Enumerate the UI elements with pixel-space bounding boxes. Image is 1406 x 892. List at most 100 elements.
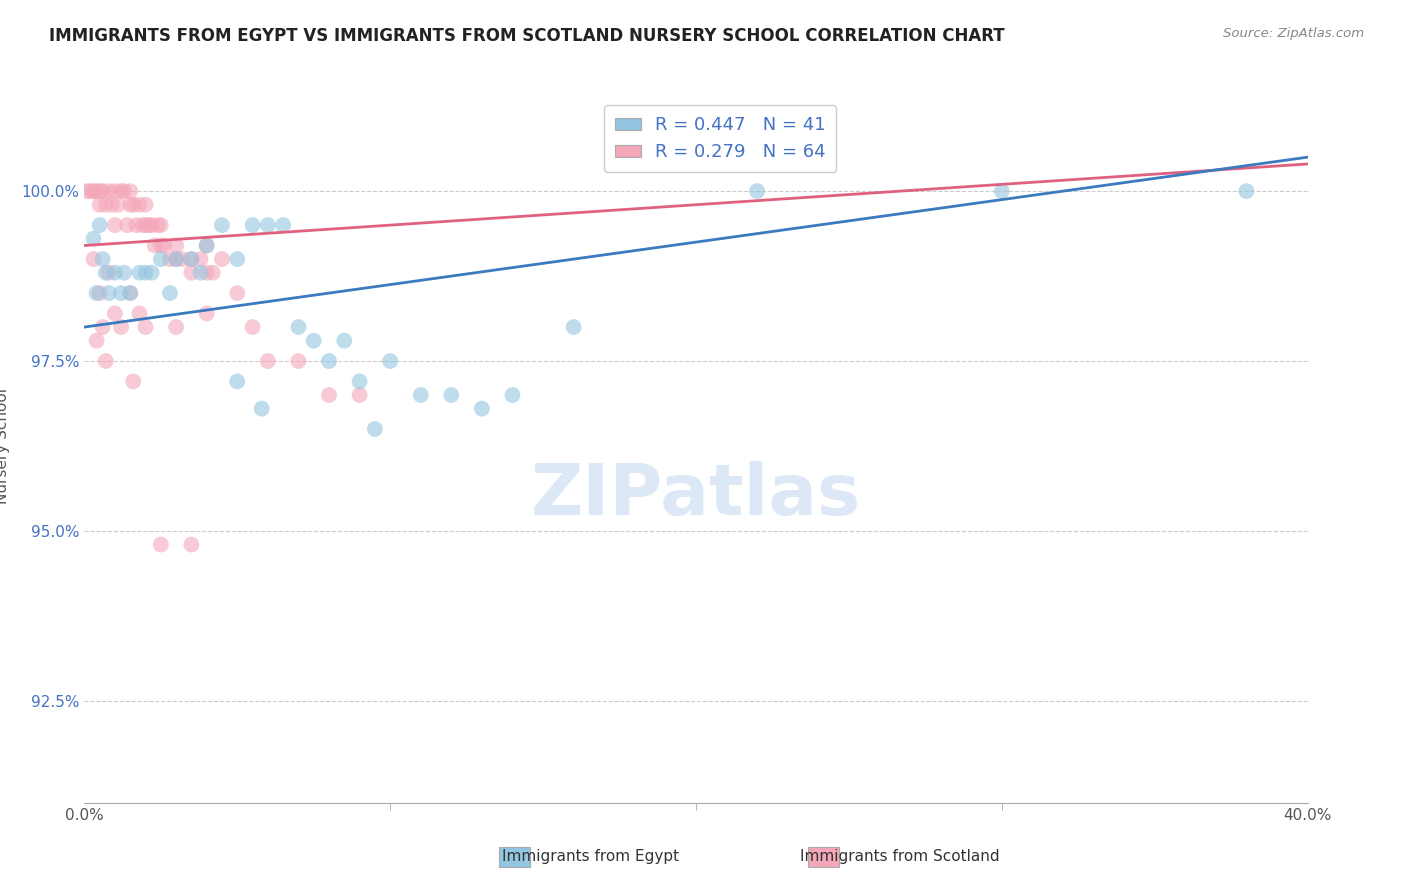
Point <box>128 266 150 280</box>
Point <box>318 388 340 402</box>
Point <box>226 252 249 266</box>
Point <box>91 184 114 198</box>
Point <box>226 286 249 301</box>
Point <box>172 252 194 266</box>
Point <box>287 320 309 334</box>
Point <box>159 252 181 266</box>
Point <box>143 238 166 252</box>
Point <box>149 537 172 551</box>
Point <box>135 218 157 232</box>
Point <box>149 238 172 252</box>
Point <box>146 218 169 232</box>
Point <box>211 218 233 232</box>
Point <box>302 334 325 348</box>
Point <box>110 320 132 334</box>
Point <box>149 218 172 232</box>
Point <box>747 184 769 198</box>
Point <box>190 266 212 280</box>
Point <box>159 286 181 301</box>
Point <box>165 252 187 266</box>
Point <box>180 252 202 266</box>
Point <box>120 198 142 212</box>
Text: IMMIGRANTS FROM EGYPT VS IMMIGRANTS FROM SCOTLAND NURSERY SCHOOL CORRELATION CHA: IMMIGRANTS FROM EGYPT VS IMMIGRANTS FROM… <box>49 27 1005 45</box>
Point <box>83 184 105 198</box>
Point <box>115 218 138 232</box>
Point <box>271 218 294 232</box>
Point <box>120 286 142 301</box>
Point <box>120 184 142 198</box>
Point <box>135 198 157 212</box>
Point <box>1236 184 1258 198</box>
Point <box>471 401 494 416</box>
Point <box>195 266 218 280</box>
Point <box>149 252 172 266</box>
Point <box>201 266 224 280</box>
Point <box>226 375 249 389</box>
Point <box>257 218 280 232</box>
Point <box>349 375 371 389</box>
Point <box>135 320 157 334</box>
Point <box>120 286 142 301</box>
Text: Immigrants from Scotland: Immigrants from Scotland <box>800 849 1000 863</box>
Point <box>94 198 117 212</box>
Y-axis label: Nursery School: Nursery School <box>0 388 10 504</box>
Point <box>135 266 157 280</box>
Point <box>125 218 148 232</box>
Point <box>165 320 187 334</box>
Point <box>122 198 145 212</box>
Point <box>91 252 114 266</box>
Point <box>141 218 163 232</box>
Point <box>91 320 114 334</box>
Point <box>195 306 218 320</box>
Point <box>122 375 145 389</box>
Point <box>287 354 309 368</box>
Point <box>195 238 218 252</box>
Point <box>97 286 120 301</box>
Point <box>165 252 187 266</box>
Point <box>89 198 111 212</box>
Point <box>502 388 524 402</box>
Point <box>131 218 153 232</box>
Legend: R = 0.447   N = 41, R = 0.279   N = 64: R = 0.447 N = 41, R = 0.279 N = 64 <box>605 105 837 172</box>
Point <box>138 218 160 232</box>
Point <box>94 354 117 368</box>
Point <box>349 388 371 402</box>
Point <box>257 354 280 368</box>
Text: Immigrants from Egypt: Immigrants from Egypt <box>502 849 679 863</box>
Point <box>562 320 585 334</box>
Point <box>86 334 108 348</box>
Point <box>180 266 202 280</box>
Point <box>195 238 218 252</box>
Point <box>380 354 402 368</box>
Point <box>97 266 120 280</box>
Point <box>180 537 202 551</box>
Point <box>333 334 356 348</box>
Point <box>110 184 132 198</box>
Point <box>112 266 135 280</box>
Point <box>180 252 202 266</box>
Text: ZIPatlas: ZIPatlas <box>531 461 860 531</box>
Point <box>86 286 108 301</box>
Point <box>104 218 127 232</box>
Point <box>440 388 463 402</box>
Point <box>94 266 117 280</box>
Point <box>83 232 105 246</box>
Point <box>101 198 124 212</box>
Point <box>86 184 108 198</box>
Point <box>141 266 163 280</box>
Point <box>190 252 212 266</box>
Point <box>89 286 111 301</box>
Point <box>165 238 187 252</box>
Point <box>128 306 150 320</box>
Point <box>112 184 135 198</box>
Point <box>364 422 387 436</box>
Point <box>79 184 101 198</box>
Point <box>318 354 340 368</box>
Point <box>76 184 98 198</box>
Point <box>83 252 105 266</box>
Point <box>211 252 233 266</box>
Point <box>89 218 111 232</box>
Point <box>250 401 273 416</box>
Point <box>991 184 1014 198</box>
Point <box>107 198 129 212</box>
